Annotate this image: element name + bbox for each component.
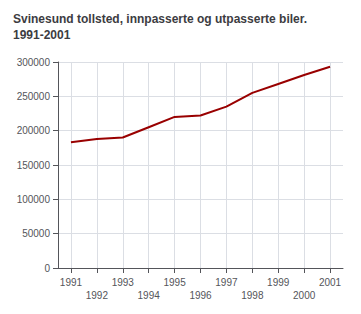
svg-text:2000: 2000 — [293, 290, 316, 301]
svg-text:1995: 1995 — [163, 277, 186, 288]
svg-text:Svinesund tollsted, innpassert: Svinesund tollsted, innpasserte og utpas… — [13, 12, 307, 26]
svg-text:1997: 1997 — [215, 277, 238, 288]
svg-text:1998: 1998 — [241, 290, 264, 301]
svg-text:100000: 100000 — [17, 194, 51, 205]
svg-text:1992: 1992 — [86, 290, 109, 301]
svg-text:300000: 300000 — [17, 57, 51, 68]
svg-text:1993: 1993 — [112, 277, 135, 288]
svg-text:200000: 200000 — [17, 125, 51, 136]
svg-text:0: 0 — [44, 263, 50, 274]
svg-text:1994: 1994 — [138, 290, 161, 301]
svg-text:1991: 1991 — [60, 277, 83, 288]
svg-text:2001: 2001 — [319, 277, 342, 288]
svg-text:250000: 250000 — [17, 91, 51, 102]
svg-text:1996: 1996 — [189, 290, 212, 301]
svg-text:50000: 50000 — [22, 228, 50, 239]
svg-text:150000: 150000 — [17, 160, 51, 171]
svg-text:1999: 1999 — [267, 277, 290, 288]
svg-text:1991-2001: 1991-2001 — [13, 28, 71, 42]
